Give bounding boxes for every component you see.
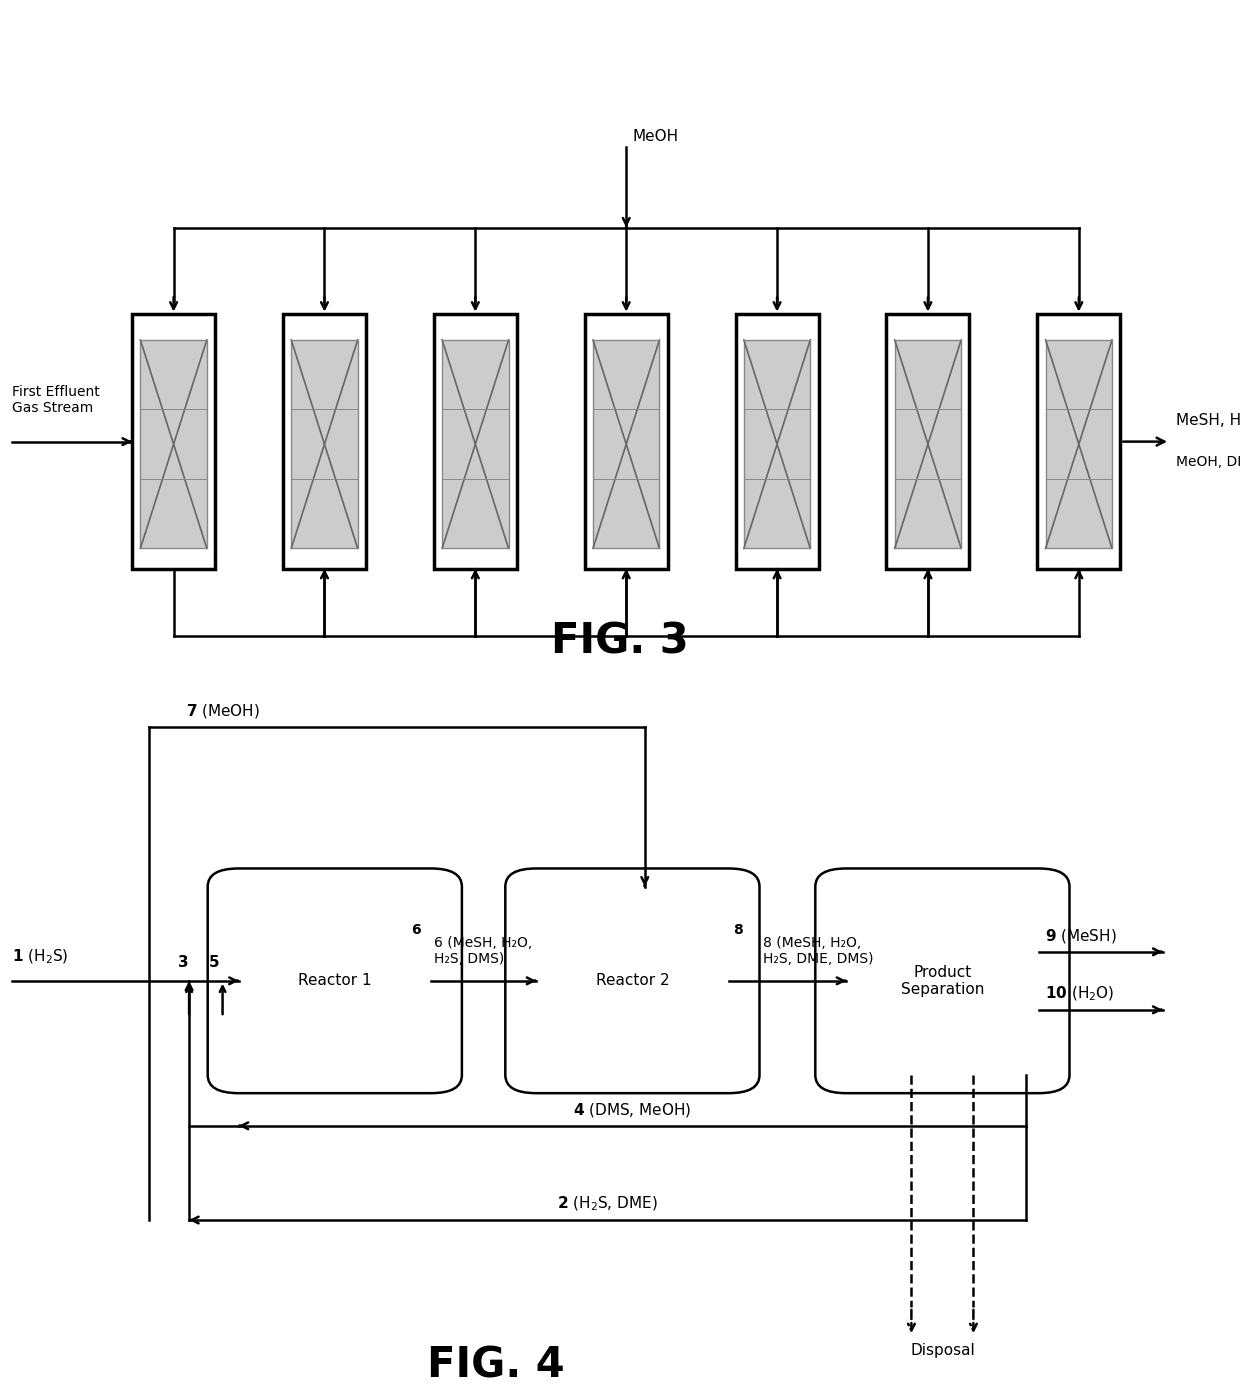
FancyBboxPatch shape: [208, 868, 463, 1093]
FancyBboxPatch shape: [140, 340, 207, 548]
FancyBboxPatch shape: [735, 315, 818, 569]
FancyBboxPatch shape: [744, 340, 810, 548]
FancyBboxPatch shape: [887, 315, 970, 569]
Text: $\mathbf{9}$ (MeSH): $\mathbf{9}$ (MeSH): [1044, 927, 1116, 945]
Text: MeOH, DMS, DME: MeOH, DMS, DME: [1177, 454, 1240, 468]
FancyBboxPatch shape: [816, 868, 1069, 1093]
Text: $\mathbf{6}$: $\mathbf{6}$: [410, 923, 422, 937]
Text: Product
Separation: Product Separation: [900, 965, 985, 997]
FancyBboxPatch shape: [131, 315, 216, 569]
Text: MeOH: MeOH: [632, 128, 678, 144]
FancyBboxPatch shape: [1037, 315, 1121, 569]
Text: $\mathbf{7}$ (MeOH): $\mathbf{7}$ (MeOH): [186, 701, 260, 719]
FancyBboxPatch shape: [593, 340, 660, 548]
Text: Reactor 1: Reactor 1: [298, 973, 372, 988]
FancyBboxPatch shape: [291, 340, 357, 548]
Text: Disposal: Disposal: [910, 1344, 975, 1358]
FancyBboxPatch shape: [585, 315, 667, 569]
Text: First Effluent
Gas Stream: First Effluent Gas Stream: [12, 385, 100, 415]
FancyBboxPatch shape: [506, 868, 759, 1093]
Text: 6 (MeSH, H₂O,
H₂S, DMS): 6 (MeSH, H₂O, H₂S, DMS): [434, 937, 532, 966]
Text: Reactor 2: Reactor 2: [595, 973, 670, 988]
Text: $\mathbf{2}$ (H$_2$S, DME): $\mathbf{2}$ (H$_2$S, DME): [557, 1195, 658, 1213]
Text: $\mathbf{3}$: $\mathbf{3}$: [177, 953, 188, 970]
Text: $\mathbf{10}$ (H$_2$O): $\mathbf{10}$ (H$_2$O): [1044, 984, 1115, 1002]
Text: MeSH, H₂O, H₂S: MeSH, H₂O, H₂S: [1177, 413, 1240, 428]
Text: FIG. 3: FIG. 3: [551, 620, 689, 662]
Text: FIG. 4: FIG. 4: [428, 1345, 564, 1387]
Text: $\mathbf{5}$: $\mathbf{5}$: [208, 953, 219, 970]
FancyBboxPatch shape: [283, 315, 366, 569]
FancyBboxPatch shape: [895, 340, 961, 548]
Text: $\mathbf{1}$ (H$_2$S): $\mathbf{1}$ (H$_2$S): [12, 948, 69, 966]
Text: $\mathbf{8}$: $\mathbf{8}$: [733, 923, 744, 937]
Text: $\mathbf{4}$ (DMS, MeOH): $\mathbf{4}$ (DMS, MeOH): [573, 1100, 692, 1118]
Text: 8 (MeSH, H₂O,
H₂S, DME, DMS): 8 (MeSH, H₂O, H₂S, DME, DMS): [763, 937, 873, 966]
FancyBboxPatch shape: [434, 315, 517, 569]
FancyBboxPatch shape: [1045, 340, 1112, 548]
FancyBboxPatch shape: [443, 340, 508, 548]
